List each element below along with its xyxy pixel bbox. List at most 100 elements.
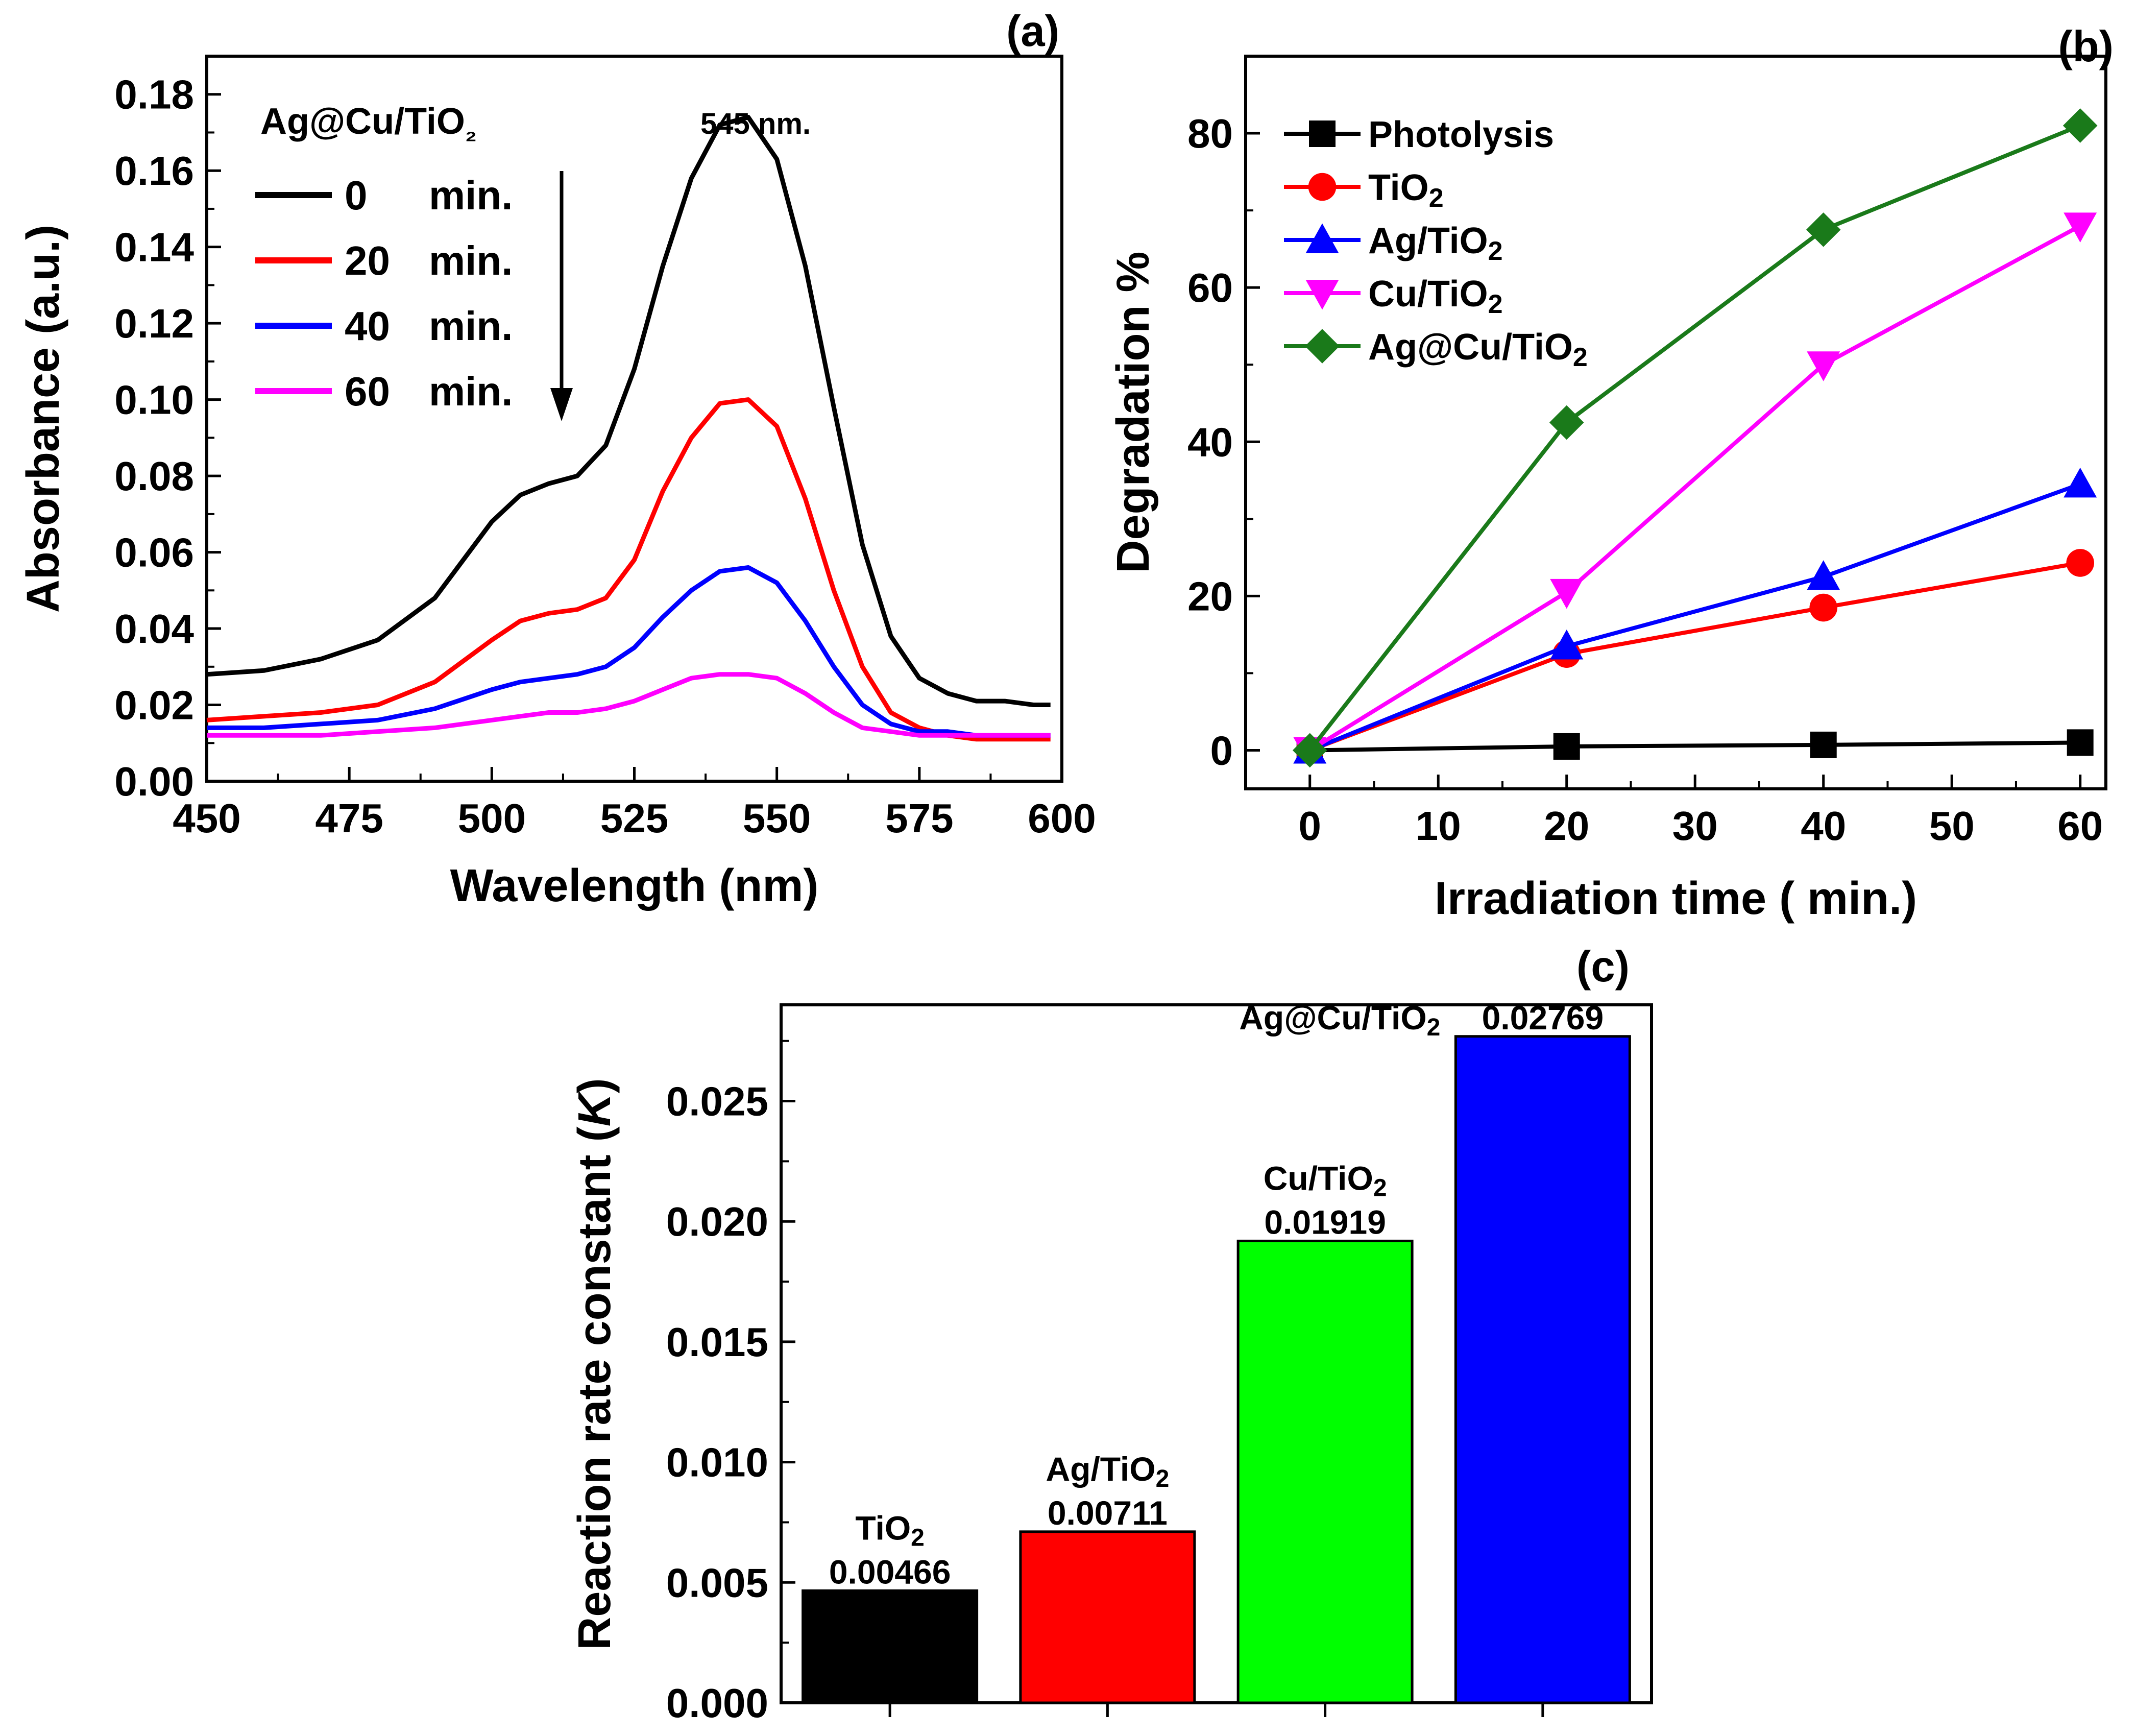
legend-marker [1308, 173, 1337, 201]
plot-frame [1244, 55, 2107, 790]
bar [1454, 1035, 1631, 1704]
y-tick-label: 0.02 [114, 683, 194, 728]
data-point [2064, 212, 2097, 243]
series-line [1309, 740, 2080, 753]
y-tick-label: 0.000 [666, 1680, 768, 1726]
x-tick-label: 475 [315, 795, 383, 841]
y-axis-label: Absorbance (a.u.) [18, 225, 69, 613]
data-point [1807, 560, 1840, 590]
bar-value-label: 0.02769 [1482, 999, 1604, 1036]
y-tick-label: 0.06 [114, 530, 194, 575]
y-tick-label: 0.04 [114, 606, 194, 652]
x-tick-label: 525 [600, 795, 668, 841]
panel-label: (b) [2058, 22, 2114, 71]
legend-label: Ag@Cu/TiO2 [1368, 327, 1588, 372]
plot-frame [780, 1003, 1653, 1704]
bar-category-label: Ag/TiO2 [1046, 1450, 1169, 1492]
y-tick-label: 0.010 [666, 1440, 768, 1485]
y-tick-label: 80 [1187, 111, 1233, 156]
y-tick-label: 0.16 [114, 148, 194, 194]
legend-unit: min. [429, 303, 513, 349]
x-tick-label: 40 [1801, 803, 1846, 849]
time-arrow-head [550, 388, 573, 421]
x-tick-label: 10 [1416, 803, 1461, 849]
bar-value-label: 0.00711 [1048, 1494, 1168, 1532]
legend: Ag@Cu/TiO₂ 0 min. 20 min. 40 min. 60 min. [255, 101, 513, 414]
data-point [1807, 351, 1840, 381]
panel-label: (a) [1006, 7, 1059, 56]
x-tick-label: 30 [1672, 803, 1718, 849]
data-point [1292, 733, 1327, 768]
x-tick-label: 60 [2057, 803, 2103, 849]
series-line [1309, 561, 2081, 753]
series-line [1308, 224, 2081, 752]
bar [1236, 1239, 1414, 1704]
bar-category-label: Ag@Cu/TiO2 [1239, 999, 1440, 1041]
data-point [1550, 630, 1584, 660]
data-point [1806, 212, 1841, 247]
data-point [1550, 578, 1584, 609]
peak-annotation: 545 nm. [700, 107, 811, 140]
bar-category-label: TiO2 [855, 1509, 925, 1551]
series-line-20-min [206, 397, 1051, 742]
x-axis-label: Irradiation time ( min.) [1435, 873, 1917, 924]
legend-label: 0 [345, 173, 368, 218]
legend-label: Ag/TiO2 [1368, 221, 1503, 266]
y-tick-label: 0.00 [114, 759, 194, 804]
legend-label: Cu/TiO2 [1368, 274, 1503, 319]
data-point [1810, 731, 1837, 758]
y-tick-label: 0.08 [114, 453, 194, 499]
x-tick-label: 20 [1544, 803, 1589, 849]
legend-label: Photolysis [1368, 114, 1554, 155]
bar [802, 1589, 979, 1704]
legend-unit: min. [429, 238, 513, 283]
y-tick-label: 20 [1187, 573, 1233, 619]
legend: Photolysis TiO2 Ag/TiO2 Cu/TiO2 Ag@Cu/TiO2 [1284, 114, 1588, 372]
series-line-40-min [207, 565, 1051, 738]
x-tick-label: 550 [743, 795, 811, 841]
data-point [2066, 549, 2095, 577]
legend-marker [1305, 280, 1339, 310]
x-tick-label: 50 [1929, 803, 1975, 849]
y-tick-label: 0.14 [114, 225, 194, 270]
x-tick-label: 450 [173, 795, 240, 841]
series-line [1309, 482, 2081, 753]
legend-unit: min. [429, 369, 513, 414]
y-tick-label: 0.025 [666, 1079, 768, 1124]
legend-marker [1309, 120, 1336, 147]
panel-a: 450 475 500 525 550 575 600 0.00 0.02 0.04 0.06 0.0… [18, 7, 1096, 911]
panel-b: 0 10 20 30 40 50 60 0 20 40 60 80 Irradiation time (… [1108, 22, 2114, 924]
bar-category-label: Cu/TiO2 [1264, 1159, 1387, 1201]
y-tick-label: 40 [1187, 419, 1233, 465]
legend-label: 40 [345, 303, 390, 349]
y-tick-label: 60 [1187, 265, 1233, 310]
x-tick-label: 500 [458, 795, 526, 841]
data-point [1553, 733, 1580, 760]
legend-label: TiO2 [1368, 167, 1444, 213]
x-tick-label: 575 [885, 795, 953, 841]
series-line-60-min [207, 672, 1051, 738]
bar [1019, 1530, 1196, 1704]
y-tick-label: 0.10 [114, 377, 194, 423]
y-tick-label: 0.18 [114, 72, 194, 117]
data-point [2067, 729, 2094, 756]
series-line-0-min [206, 115, 1051, 707]
legend-label: 20 [345, 238, 390, 283]
y-tick-label: 0.020 [666, 1199, 768, 1244]
y-axis-label: Reaction rate constant (K) [569, 1078, 620, 1650]
panel-label: (c) [1576, 943, 1630, 991]
x-tick-label: 0 [1298, 803, 1321, 849]
plot-frame [205, 55, 1063, 783]
legend-unit: min. [429, 173, 513, 218]
y-tick-label: 0 [1210, 728, 1233, 773]
y-tick-label: 0.005 [666, 1560, 768, 1605]
x-axis-label: Wavelength (nm) [450, 860, 819, 911]
bar-value-label: 0.01919 [1264, 1203, 1386, 1241]
x-tick-label: 600 [1028, 795, 1096, 841]
data-point [2062, 108, 2098, 143]
y-tick-label: 0.12 [114, 301, 194, 346]
data-point [2064, 467, 2097, 498]
series-line [1308, 124, 2081, 752]
bar-value-label: 0.00466 [829, 1553, 951, 1590]
panel-c: 0.000 0.005 0.010 0.015 0.020 0.025 Reaction r… [569, 943, 1653, 1726]
